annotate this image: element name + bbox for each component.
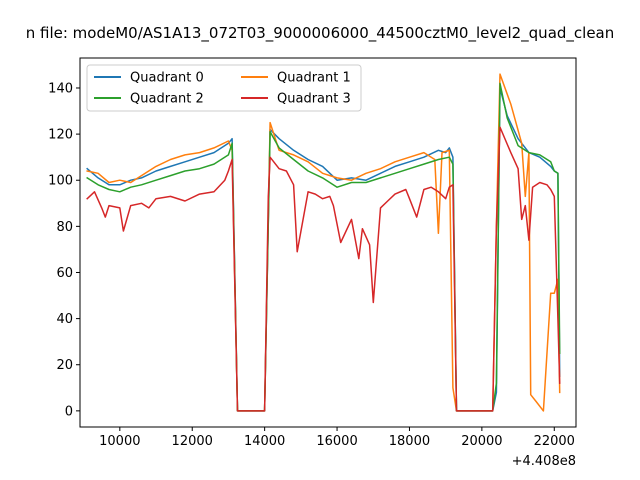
legend-label-quadrant-0: Quadrant 0: [130, 71, 204, 86]
plot-background: [80, 58, 576, 427]
x-tick-label: 10000: [99, 434, 140, 449]
y-tick-label: 0: [65, 404, 73, 419]
x-tick-label: 16000: [316, 434, 357, 449]
x-tick-label: 14000: [244, 434, 285, 449]
series-line-quadrant-3: [86, 126, 561, 412]
chart-title: n file: modeM0/AS1A13_072T03_9000006000_…: [26, 24, 615, 43]
x-offset-label: +4.408e8: [512, 454, 576, 469]
legend-label-quadrant-1: Quadrant 1: [277, 71, 351, 86]
y-tick-label: 20: [56, 358, 73, 373]
series-line-quadrant-2: [86, 82, 561, 412]
y-tick-label: 60: [56, 266, 73, 281]
legend-frame: [86, 64, 362, 112]
x-tick-label: 20000: [461, 434, 502, 449]
axis-group: 10000 12000 14000 16000 18000 20000 22000 0 20 40…: [48, 81, 575, 449]
x-tick-label: 18000: [389, 434, 430, 449]
y-tick-label: 80: [56, 220, 73, 235]
plot-area: 10000 12000 14000 16000 18000 20000 22000 0 20 40…: [48, 57, 577, 449]
y-tick-label: 100: [48, 174, 73, 189]
plot-frame: [79, 57, 577, 428]
series-group: [86, 73, 561, 412]
legend-label-quadrant-3: Quadrant 3: [277, 92, 351, 107]
y-tick-label: 120: [48, 128, 73, 143]
y-tick-label: 40: [56, 312, 73, 327]
x-tick-label: 12000: [172, 434, 213, 449]
series-line-quadrant-1: [86, 73, 561, 412]
x-tick-label: 22000: [534, 434, 575, 449]
legend: Quadrant 0 Quadrant 1 Quadrant 2 Quadrant 3: [86, 64, 362, 112]
y-tick-label: 140: [48, 81, 73, 96]
legend-label-quadrant-2: Quadrant 2: [130, 92, 204, 107]
